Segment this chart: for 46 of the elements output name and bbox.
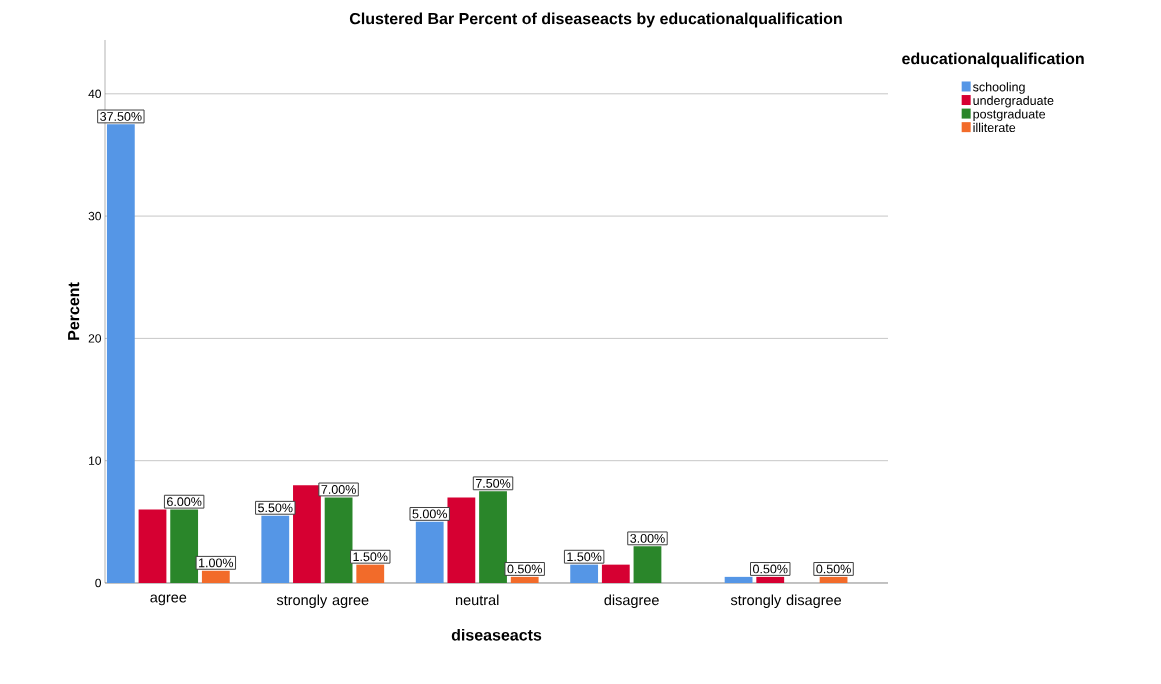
data-label: 0.50% bbox=[816, 564, 851, 574]
bar bbox=[447, 497, 476, 583]
y-tick-label: 40 bbox=[88, 89, 102, 99]
legend-label: postgraduate bbox=[973, 109, 1046, 121]
chart-title: Clustered Bar Percent of diseaseacts by educationalqualification bbox=[349, 12, 842, 28]
legend-label: undergraduate bbox=[973, 95, 1054, 108]
data-label: 7.00% bbox=[321, 485, 356, 494]
bar bbox=[324, 497, 353, 583]
data-label: 0.50% bbox=[507, 564, 542, 574]
bar bbox=[106, 124, 135, 583]
data-label: 37.50% bbox=[100, 112, 142, 121]
y-tick-label: 0 bbox=[95, 578, 102, 588]
legend-label: schooling bbox=[973, 82, 1025, 94]
bar bbox=[138, 509, 167, 583]
y-axis-title: Percent bbox=[68, 282, 80, 340]
data-label: 1.00% bbox=[199, 558, 234, 568]
data-label: 1.50% bbox=[567, 552, 602, 562]
data-label: 5.50% bbox=[258, 503, 293, 513]
x-tick-label: agree bbox=[150, 594, 187, 606]
legend-label: illiterate bbox=[973, 122, 1016, 133]
bar bbox=[356, 564, 385, 583]
x-tick-label: neutral bbox=[455, 594, 499, 606]
bar bbox=[633, 546, 662, 583]
bar bbox=[261, 515, 290, 583]
bar bbox=[293, 485, 321, 583]
x-tick-label: disagree bbox=[604, 594, 659, 609]
x-tick-label: strongly disagree bbox=[730, 594, 842, 609]
bar bbox=[724, 576, 753, 583]
legend-title: educationalqualification bbox=[902, 52, 1084, 68]
data-label: 7.50% bbox=[475, 478, 511, 488]
bar bbox=[415, 521, 444, 583]
bar bbox=[601, 564, 630, 583]
bar bbox=[510, 576, 539, 583]
data-label: 6.00% bbox=[167, 497, 202, 507]
bar bbox=[756, 576, 785, 583]
data-label: 0.50% bbox=[753, 564, 788, 574]
y-tick-label: 10 bbox=[89, 456, 102, 465]
x-tick-label: strongly agree bbox=[276, 594, 369, 609]
bar bbox=[819, 576, 848, 583]
data-label: 3.00% bbox=[630, 533, 665, 543]
x-axis-title: diseaseacts bbox=[451, 628, 542, 641]
y-tick-label: 20 bbox=[88, 334, 102, 343]
bar bbox=[479, 491, 507, 583]
data-label: 1.50% bbox=[353, 552, 388, 562]
y-tick-label: 30 bbox=[88, 211, 102, 221]
data-label: 5.00% bbox=[412, 509, 447, 519]
